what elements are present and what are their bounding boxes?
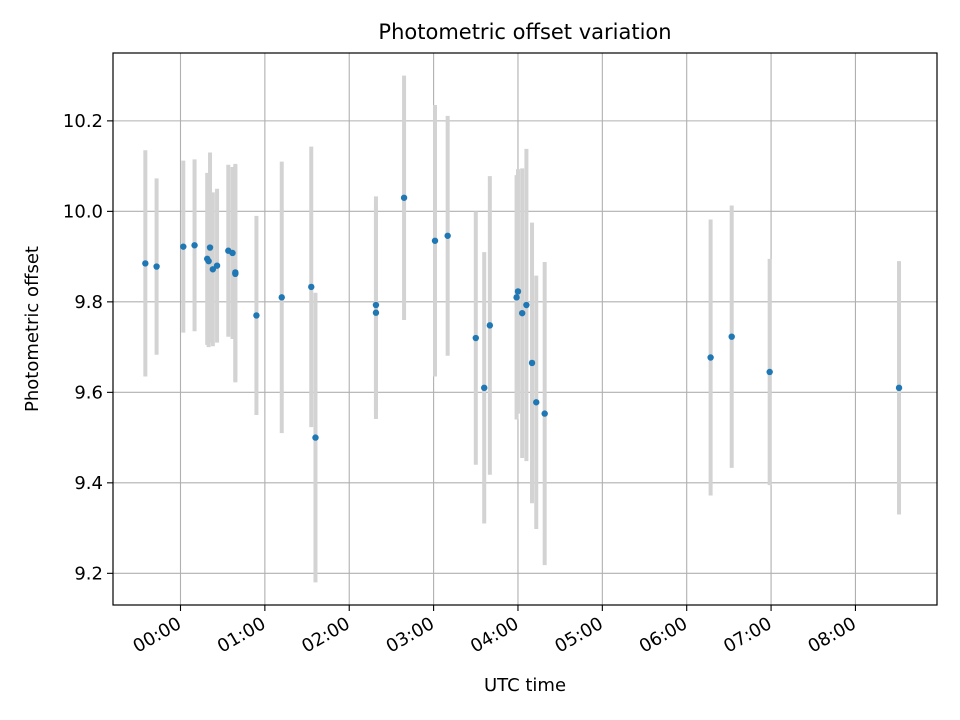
data-point xyxy=(486,322,494,329)
data-point xyxy=(728,333,735,340)
data-point xyxy=(523,301,530,309)
y-tick-label: 9.4 xyxy=(74,473,103,494)
data-point xyxy=(142,260,149,267)
data-point xyxy=(205,257,212,265)
data-point xyxy=(400,194,408,201)
data-point xyxy=(514,288,522,295)
data-point xyxy=(707,354,714,361)
data-point xyxy=(180,243,187,250)
data-point xyxy=(481,384,488,392)
data-point xyxy=(513,294,520,301)
data-points xyxy=(142,194,903,441)
data-point xyxy=(312,434,319,441)
data-point xyxy=(191,242,198,249)
y-axis-label: Photometric offset xyxy=(22,246,43,412)
y-tick-label: 10.2 xyxy=(63,111,103,132)
plot-frame xyxy=(112,52,938,606)
data-point xyxy=(372,309,380,316)
data-point xyxy=(766,368,773,376)
data-point xyxy=(232,270,239,277)
data-point xyxy=(541,410,548,417)
data-point xyxy=(209,266,217,273)
data-point xyxy=(308,283,315,291)
data-point xyxy=(213,262,221,269)
y-tick-label: 9.6 xyxy=(74,382,103,403)
data-point xyxy=(528,359,536,367)
y-axis: 9.2 9.4 9.6 9.8 10.0 10.2 xyxy=(63,111,113,584)
data-point xyxy=(206,244,214,251)
data-point xyxy=(153,263,160,270)
data-point xyxy=(372,301,380,309)
data-point xyxy=(229,249,236,257)
data-point xyxy=(278,294,285,301)
data-point xyxy=(518,309,526,317)
data-point xyxy=(533,399,540,406)
y-tick-label: 10.0 xyxy=(63,201,103,222)
data-point xyxy=(444,232,451,239)
data-point xyxy=(472,334,479,342)
y-tick-label: 9.8 xyxy=(74,292,103,313)
chart-title: Photometric offset variation xyxy=(378,20,671,44)
data-point xyxy=(431,237,439,244)
data-point xyxy=(895,384,903,392)
y-tick-label: 9.2 xyxy=(74,563,103,584)
x-axis-label: UTC time xyxy=(484,675,566,696)
data-point xyxy=(253,312,260,319)
